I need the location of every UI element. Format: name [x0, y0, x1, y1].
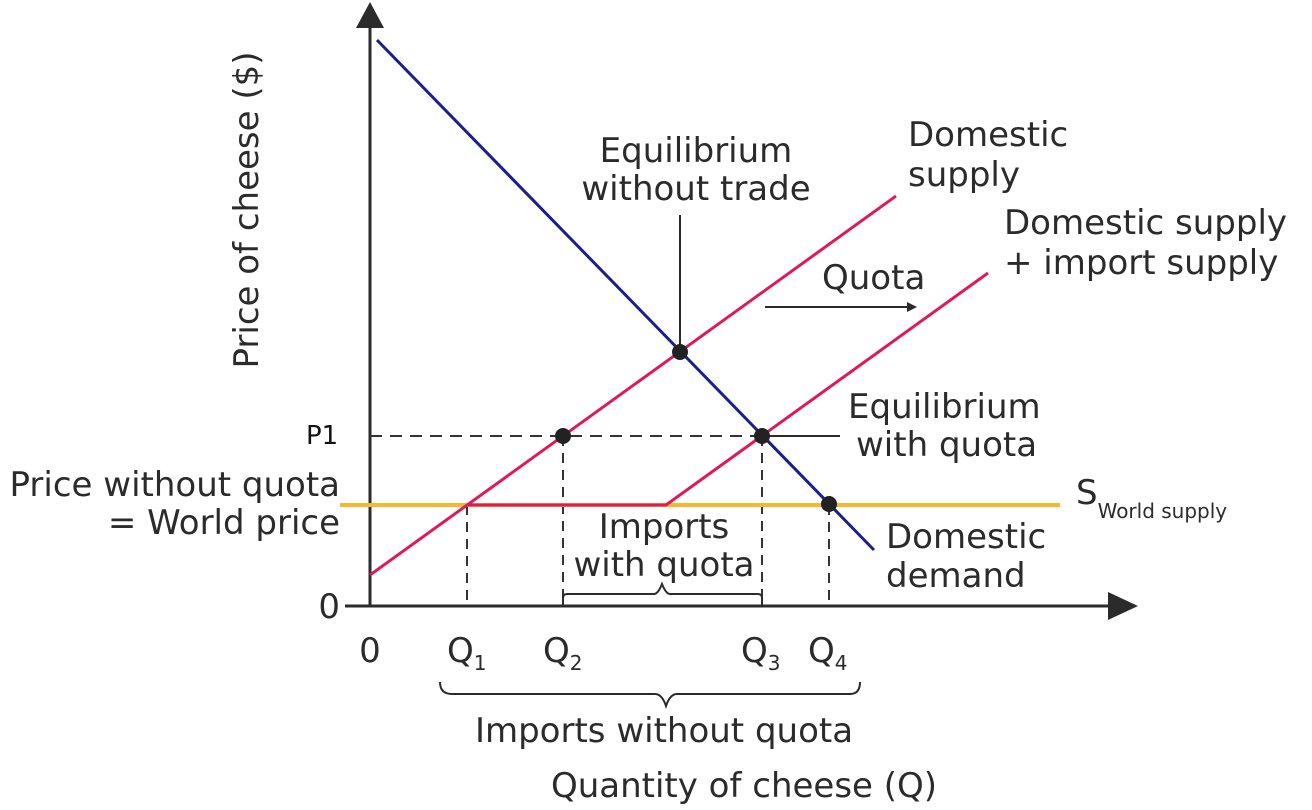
eq-no-trade-label-line1: Equilibrium	[600, 131, 793, 171]
supply-plus-import-line	[467, 271, 989, 507]
y-axis-arrow	[356, 2, 384, 28]
quota-label: Quota	[822, 258, 925, 298]
domestic-demand-label-line2: demand	[886, 556, 1026, 596]
eq-quota-label-line2: with quota	[856, 425, 1037, 465]
x-axis-label: Quantity of cheese (Q)	[551, 766, 937, 806]
eq-no-trade-label-line2: without trade	[581, 169, 810, 209]
imports-without-quota-brace	[439, 681, 861, 710]
imports-with-quota-brace	[562, 581, 763, 606]
world-price-label-line1: Price without quota	[10, 465, 340, 505]
domestic-supply-line	[369, 194, 897, 577]
world-price-label-line2: = World price	[108, 503, 340, 543]
domestic-supply-label-line2: supply	[908, 155, 1020, 195]
q2-label: Q2	[543, 631, 583, 675]
origin-y-label: 0	[318, 587, 340, 627]
origin-x-label: 0	[359, 631, 381, 671]
q4-label: Q4	[808, 631, 848, 675]
domestic-supply-label-line1: Domestic	[908, 115, 1068, 155]
y-axis-label: Price of cheese ($)	[227, 51, 267, 368]
supply-import-label-line2: + import supply	[1004, 243, 1278, 283]
world-supply-label: SWorld supply	[1076, 473, 1227, 523]
eq-quota-label-line1: Equilibrium	[848, 387, 1041, 427]
imports-without-quota-label: Imports without quota	[475, 711, 853, 751]
domestic-demand-line	[375, 38, 876, 552]
q4-demand-point	[821, 496, 837, 512]
x-axis-arrow	[1108, 592, 1138, 620]
eq-with-quota-point	[754, 428, 770, 444]
imports-with-quota-label-line2: with quota	[573, 545, 754, 585]
price-p1-label: P1	[306, 421, 338, 451]
q3-label: Q3	[741, 631, 781, 675]
domestic-demand-label-line1: Domestic	[886, 517, 1046, 557]
imports-with-quota-label-line1: Imports	[599, 507, 730, 547]
q1-label: Q1	[447, 631, 487, 675]
supply-import-label-line1: Domestic supply	[1004, 203, 1287, 243]
eq-without-trade-point	[672, 344, 688, 360]
q2-supply-point	[555, 428, 571, 444]
